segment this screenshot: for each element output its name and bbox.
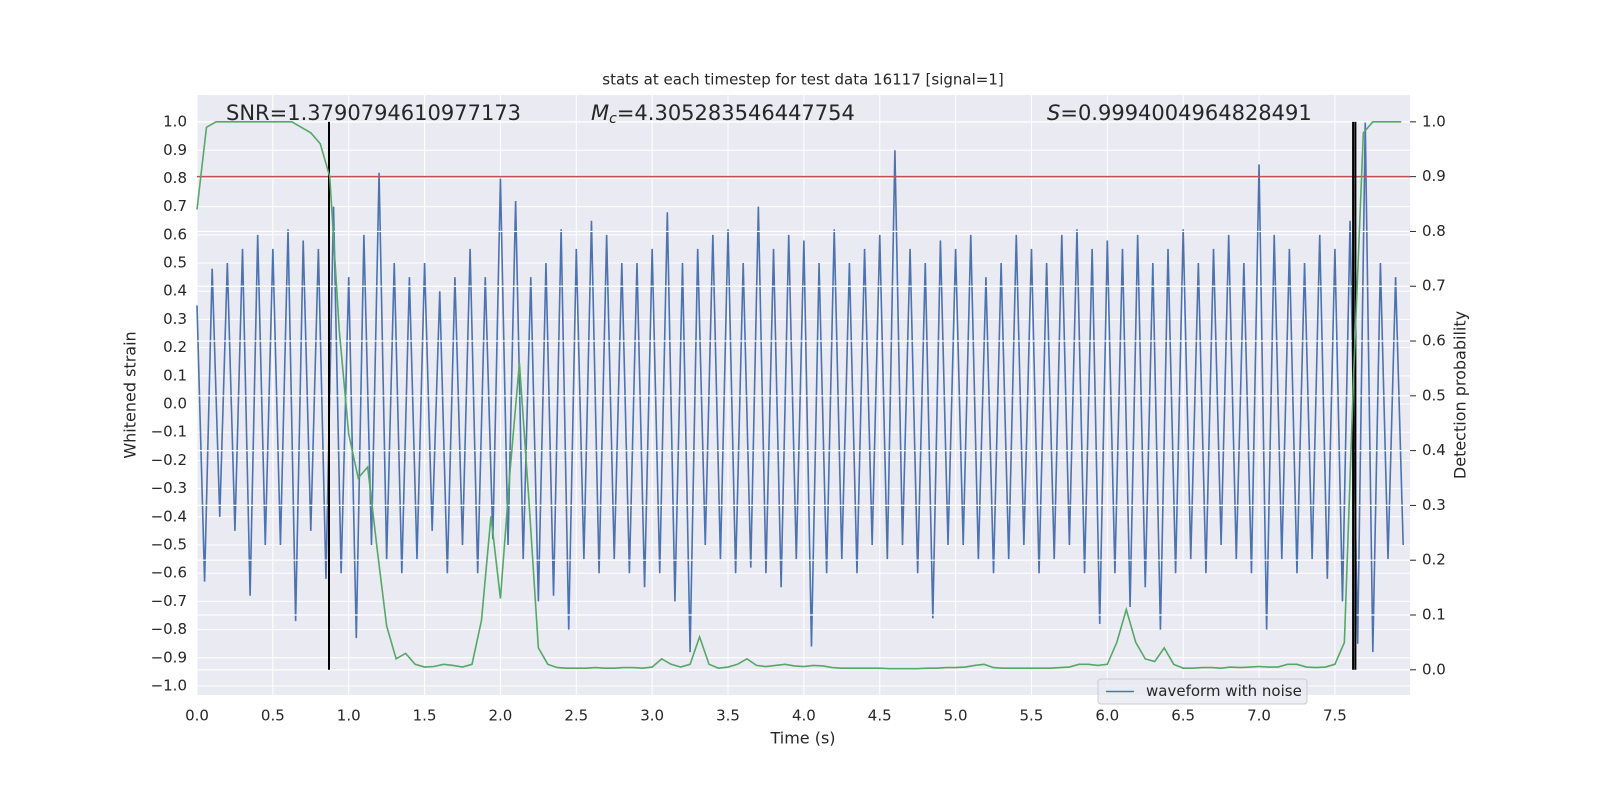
y2-tick-label: 0.2 (1422, 551, 1446, 569)
y-tick-label: −0.6 (151, 564, 187, 582)
annotation: Mc=4.305283546447754 (591, 101, 855, 127)
annotation-text: =0.9994004964828491 (1060, 101, 1311, 125)
y-tick-label: −0.2 (151, 451, 187, 469)
x-tick-label: 6.0 (1095, 707, 1119, 725)
annotation-symbol: M (591, 101, 609, 125)
chart-title: stats at each timestep for test data 161… (602, 71, 1003, 89)
y2-axis-label: Detection probability (1451, 311, 1470, 479)
x-tick-label: 4.0 (792, 707, 816, 725)
y-tick-label: −0.4 (151, 507, 187, 525)
x-tick-label: 1.0 (337, 707, 361, 725)
y2-tick-label: 0.1 (1422, 606, 1446, 624)
annotation-text: =4.305283546447754 (617, 101, 855, 125)
y-tick-label: 0.9 (163, 141, 187, 159)
y-tick-label: −1.0 (151, 676, 187, 694)
annotation: SNR=1.3790794610977173 (226, 101, 521, 125)
y-tick-label: 0.6 (163, 225, 187, 243)
annotation-symbol: S (1047, 101, 1060, 125)
y2-tick-label: 0.4 (1422, 441, 1446, 459)
y-tick-label: 0.0 (163, 395, 187, 413)
series-line (196, 121, 1402, 670)
x-tick-label: 7.0 (1247, 707, 1271, 725)
y2-tick-label: 0.3 (1422, 496, 1446, 514)
x-tick-label: 3.5 (716, 707, 740, 725)
y-tick-label: −0.9 (151, 648, 187, 666)
y2-tick-label: 0.8 (1422, 222, 1446, 240)
x-tick-label: 5.0 (944, 707, 968, 725)
y-tick-label: −0.1 (151, 423, 187, 441)
x-tick-label: 7.5 (1323, 707, 1347, 725)
x-axis-label: Time (s) (769, 729, 835, 748)
y-tick-label: −0.8 (151, 620, 187, 638)
x-tick-label: 4.5 (868, 707, 892, 725)
x-tick-label: 0.0 (185, 707, 209, 725)
y2-tick-label: 0.7 (1422, 277, 1446, 295)
y-tick-label: 0.1 (163, 366, 187, 384)
x-tick-label: 2.5 (564, 707, 588, 725)
series-line (196, 122, 1404, 653)
legend-label: waveform with noise (1146, 682, 1302, 700)
annotation-subscript: c (609, 111, 617, 127)
y-tick-label: 1.0 (163, 113, 187, 131)
x-tick-label: 3.0 (640, 707, 664, 725)
y2-tick-label: 0.6 (1422, 332, 1446, 350)
x-tick-label: 0.5 (261, 707, 285, 725)
x-tick-label: 5.5 (1020, 707, 1044, 725)
y-tick-label: −0.7 (151, 592, 187, 610)
y-tick-label: 0.3 (163, 310, 187, 328)
x-tick-label: 6.5 (1171, 707, 1195, 725)
annotation: S=0.9994004964828491 (1047, 101, 1312, 125)
y2-tick-label: 0.0 (1422, 660, 1446, 678)
y-tick-label: −0.5 (151, 536, 187, 554)
y-tick-label: 0.4 (163, 282, 187, 300)
y2-tick-label: 0.9 (1422, 167, 1446, 185)
y-tick-label: 0.8 (163, 169, 187, 187)
legend-box (1097, 678, 1308, 705)
y-tick-label: −0.3 (151, 479, 187, 497)
y2-tick-label: 0.5 (1422, 386, 1446, 404)
y-tick-label: 0.5 (163, 254, 187, 272)
y2-tick-label: 1.0 (1422, 112, 1446, 130)
x-tick-label: 1.5 (413, 707, 437, 725)
annotation-text: SNR=1.3790794610977173 (226, 101, 521, 125)
y-tick-label: 0.7 (163, 197, 187, 215)
y-axis-label: Whitened strain (121, 331, 140, 458)
x-tick-label: 2.0 (489, 707, 513, 725)
y-tick-label: 0.2 (163, 338, 187, 356)
